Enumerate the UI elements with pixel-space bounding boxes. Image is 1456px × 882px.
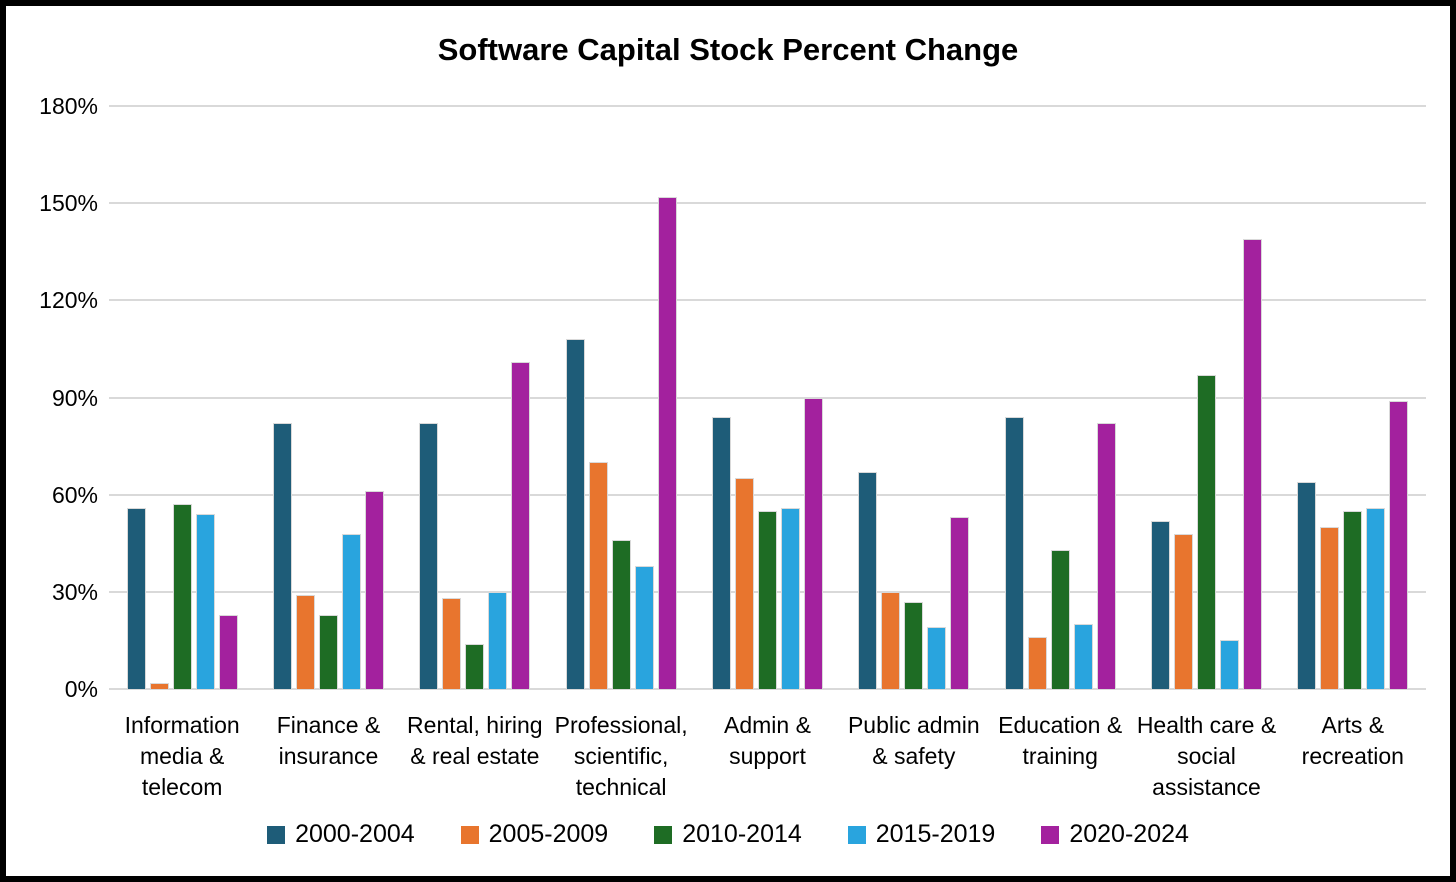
bar-2000-2004	[858, 472, 878, 689]
bar-2005-2009	[1027, 637, 1047, 689]
legend-label: 2010-2014	[682, 820, 802, 848]
y-tick-label: 150%	[39, 190, 98, 217]
bar-2015-2019	[1366, 507, 1386, 689]
bar-2000-2004	[1297, 481, 1317, 689]
bar-2020-2024	[1242, 238, 1262, 689]
bar-2020-2024	[657, 196, 677, 689]
y-tick-label: 90%	[51, 384, 98, 411]
bar-2005-2009	[295, 595, 315, 689]
gridline	[109, 105, 1426, 107]
bar-2005-2009	[588, 462, 608, 689]
legend-swatch-icon	[460, 825, 479, 844]
legend-label: 2015-2019	[875, 820, 996, 848]
bar-2015-2019	[341, 533, 361, 689]
bar-2005-2009	[442, 598, 462, 689]
x-category-label: Rental, hiring & real estate	[407, 712, 543, 769]
x-category-label: Admin & support	[724, 712, 811, 769]
y-tick-label: 120%	[39, 287, 98, 314]
bar-2020-2024	[1096, 423, 1116, 689]
bar-2005-2009	[881, 591, 901, 689]
legend-swatch-icon	[654, 825, 673, 844]
bar-group	[1280, 400, 1426, 689]
gridline	[109, 202, 1426, 205]
bar-group	[255, 423, 401, 689]
y-tick-label: 0%	[64, 676, 98, 702]
legend: 2000-2004 2005-2009 2010-2014 2015-2019 2020…	[6, 820, 1450, 849]
bar-2015-2019	[1219, 640, 1239, 689]
bar-2005-2009	[1173, 533, 1193, 689]
legend-swatch-icon	[267, 825, 286, 844]
bar-2020-2024	[803, 397, 823, 689]
y-tick-label: 60%	[51, 481, 98, 508]
bar-2010-2014	[465, 643, 485, 689]
chart-title: Software Capital Stock Percent Change	[437, 32, 1019, 67]
legend-label: 2005-2009	[488, 820, 609, 848]
legend-item: 2020-2024	[1041, 820, 1189, 849]
bar-2020-2024	[218, 614, 238, 689]
bar-2000-2004	[1150, 520, 1170, 689]
bar-2020-2024	[364, 491, 384, 689]
plot-area	[109, 105, 1426, 690]
legend-swatch-icon	[1041, 825, 1060, 844]
bar-group	[109, 504, 255, 689]
bar-2015-2019	[634, 565, 654, 689]
bar-2020-2024	[950, 517, 970, 689]
bar-2015-2019	[1073, 624, 1093, 689]
bar-group	[694, 397, 840, 689]
x-category-label: Finance & insurance	[276, 712, 381, 769]
bar-2010-2014	[318, 614, 338, 689]
bar-group	[841, 472, 987, 689]
bar-2005-2009	[734, 478, 754, 689]
x-category-label: Arts & recreation	[1301, 712, 1404, 769]
bar-2015-2019	[927, 627, 947, 689]
bar-2010-2014	[1196, 374, 1216, 689]
bar-group	[1133, 238, 1279, 689]
bar-2005-2009	[149, 682, 169, 689]
legend-item: 2000-2004	[267, 820, 415, 849]
bar-2010-2014	[1050, 549, 1070, 689]
gridline	[109, 688, 1426, 690]
bar-2015-2019	[488, 591, 508, 689]
x-category-label: Health care & social assistance	[1136, 712, 1277, 800]
bar-2020-2024	[1389, 400, 1409, 689]
bar-2010-2014	[172, 504, 192, 689]
bar-2000-2004	[126, 507, 146, 689]
bar-2000-2004	[711, 416, 731, 689]
legend-item: 2005-2009	[460, 820, 609, 849]
x-category-label: Education & training	[998, 712, 1123, 769]
y-tick-label: 30%	[51, 578, 98, 605]
gridline	[109, 299, 1426, 302]
bar-2010-2014	[1343, 510, 1363, 689]
legend-item: 2015-2019	[847, 820, 996, 849]
bar-2020-2024	[511, 361, 531, 689]
bar-2005-2009	[1320, 527, 1340, 689]
y-tick-label: 180%	[39, 93, 98, 119]
bar-2000-2004	[272, 423, 292, 689]
x-category-label: Professional, scientific, technical	[554, 712, 688, 800]
bar-2015-2019	[780, 507, 800, 689]
legend-item: 2010-2014	[654, 820, 802, 849]
legend-label: 2020-2024	[1069, 820, 1189, 848]
x-category-label: Information media & telecom	[124, 712, 240, 800]
bar-2000-2004	[1004, 416, 1024, 689]
bar-2015-2019	[195, 514, 215, 689]
x-category-label: Public admin & safety	[847, 712, 980, 769]
bar-2010-2014	[611, 540, 631, 689]
bar-2010-2014	[757, 510, 777, 689]
legend-swatch-icon	[847, 825, 866, 844]
gridline	[109, 493, 1426, 496]
legend-label: 2000-2004	[295, 820, 415, 848]
gridline	[109, 396, 1426, 399]
bar-group	[987, 416, 1133, 689]
bar-group	[402, 361, 548, 689]
bar-2010-2014	[904, 601, 924, 689]
bar-2000-2004	[565, 339, 585, 689]
bar-2000-2004	[419, 423, 439, 689]
bar-group	[548, 196, 694, 689]
